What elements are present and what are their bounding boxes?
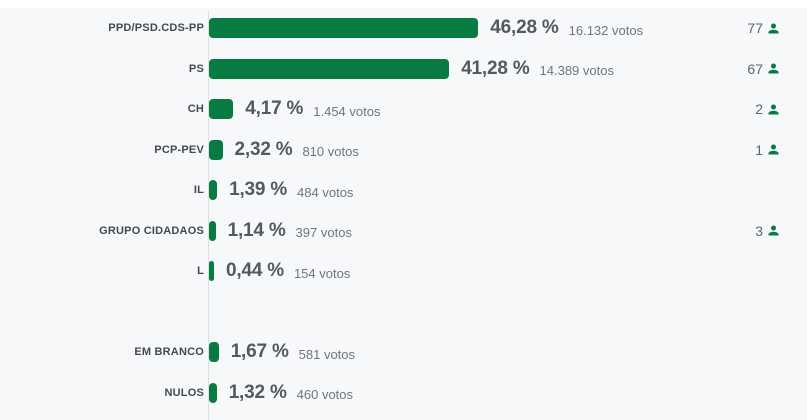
party-label: L (197, 265, 204, 278)
seats-count: 3 (755, 222, 763, 239)
seats-count: 77 (747, 20, 763, 37)
seats: 2 (755, 101, 781, 117)
result-bar (209, 99, 234, 120)
result-bar (209, 342, 219, 363)
party-label: CH (187, 103, 204, 116)
seats: 67 (747, 61, 781, 77)
percent-value: 1,14 % (227, 219, 286, 241)
result-row-ch: CH 4,17 % 1.454 votos 2 (0, 89, 807, 130)
seats: 3 (755, 223, 781, 239)
result-bar (209, 18, 479, 39)
result-row-ppd-psd-cds-pp: PPD/PSD.CDS-PP 46,28 % 16.132 votos 77 (0, 8, 807, 49)
party-label: PCP-PEV (154, 143, 204, 156)
result-row-grupo-cidadaos: GRUPO CIDADAOS 1,14 % 397 votos 3 (0, 211, 807, 252)
bar-area: 2,32 % 810 votos (204, 139, 807, 161)
person-icon (768, 63, 779, 74)
person-icon (768, 225, 779, 236)
votes-value: 1.454 votos (313, 103, 381, 119)
bar-area: 1,32 % 460 votos (204, 382, 807, 404)
result-bar (209, 382, 217, 403)
result-bar (209, 220, 216, 241)
votes-value: 154 votos (293, 265, 351, 281)
party-label: NULOS (164, 386, 204, 399)
bar-area: 0,44 % 154 votos (204, 260, 807, 282)
seats: 1 (755, 142, 781, 158)
bar-area: 1,67 % 581 votos (204, 341, 807, 363)
person-icon (768, 144, 779, 155)
votes-value: 460 votos (296, 387, 354, 403)
result-row-pcp-pev: PCP-PEV 2,32 % 810 votos 1 (0, 130, 807, 171)
person-icon (768, 23, 779, 34)
bar-area: 1,14 % 397 votos (204, 220, 807, 242)
percent-value: 1,67 % (230, 341, 289, 363)
result-row-il: IL 1,39 % 484 votos (0, 170, 807, 211)
person-icon (768, 104, 779, 115)
percent-value: 41,28 % (461, 57, 530, 79)
percent-value: 1,32 % (228, 381, 287, 403)
party-label: PS (188, 62, 204, 75)
percent-value: 1,39 % (229, 179, 288, 201)
result-bar (209, 261, 214, 282)
percent-value: 2,32 % (234, 138, 293, 160)
result-bar (209, 58, 450, 79)
axis-line (208, 10, 209, 420)
percent-value: 46,28 % (490, 17, 559, 39)
seats-count: 1 (755, 141, 763, 158)
votes-value: 484 votos (297, 184, 354, 200)
votes-value: 14.389 votos (539, 63, 614, 79)
bar-area: 4,17 % 1.454 votos (204, 98, 807, 120)
result-bar (209, 139, 223, 160)
votes-value: 397 votos (295, 225, 352, 241)
bar-area: 46,28 % 16.132 votos (204, 17, 807, 39)
seats-count: 2 (755, 101, 763, 118)
votes-value: 581 votos (298, 346, 356, 362)
votes-value: 810 votos (302, 144, 359, 160)
party-label: EM BRANCO (134, 346, 204, 359)
seats-count: 67 (747, 60, 763, 77)
party-label: GRUPO CIDADAOS (99, 224, 204, 237)
party-label: IL (193, 184, 204, 197)
bar-area: 41,28 % 14.389 votos (204, 58, 807, 80)
bar-area: 1,39 % 484 votos (204, 179, 807, 201)
result-row-ps: PS 41,28 % 14.389 votos 67 (0, 49, 807, 90)
percent-value: 0,44 % (226, 260, 284, 282)
result-bar (209, 180, 218, 201)
seats: 77 (747, 20, 781, 36)
result-row-nulos: NULOS 1,32 % 460 votos (0, 373, 807, 414)
result-row-em-branco: EM BRANCO 1,67 % 581 votos (0, 332, 807, 373)
result-row-l: L 0,44 % 154 votos (0, 251, 807, 292)
party-label: PPD/PSD.CDS-PP (108, 22, 204, 35)
percent-value: 4,17 % (245, 98, 304, 120)
votes-value: 16.132 votos (568, 22, 644, 38)
results-rows: PPD/PSD.CDS-PP 46,28 % 16.132 votos 77 P… (0, 8, 807, 413)
chart-panel: PPD/PSD.CDS-PP 46,28 % 16.132 votos 77 P… (0, 8, 807, 420)
